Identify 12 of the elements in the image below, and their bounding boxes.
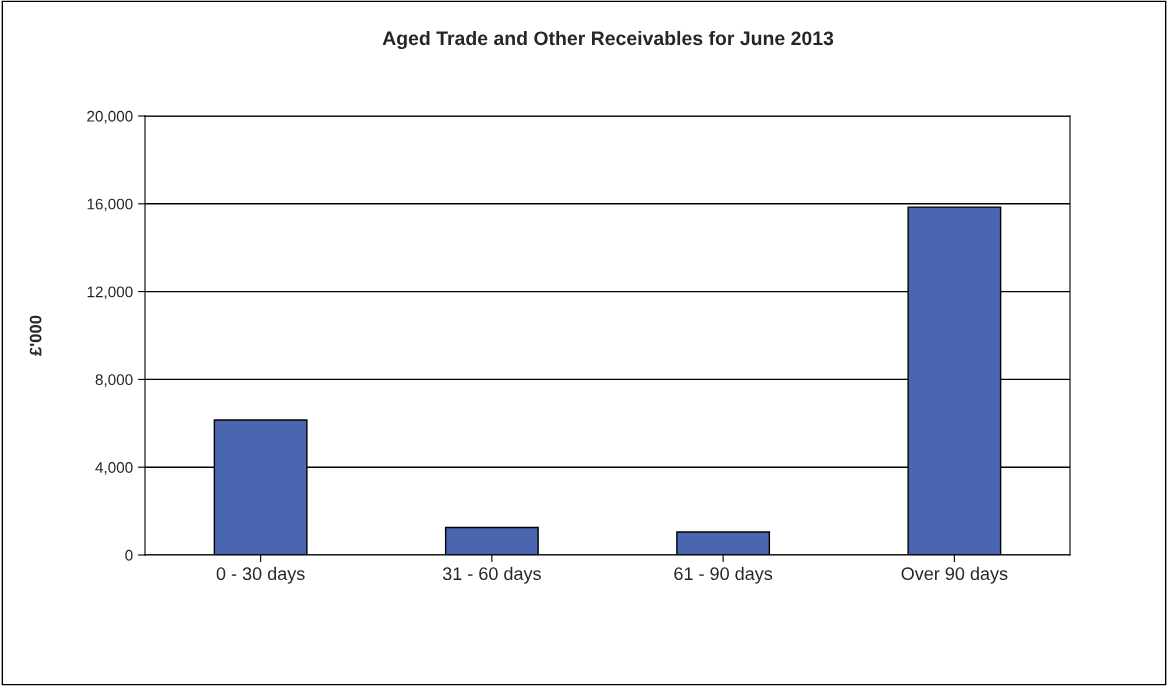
y-tick-label: 20,000	[87, 110, 133, 124]
y-axis-title: £'000	[29, 315, 42, 356]
y-tick-label: 4,000	[95, 462, 133, 475]
x-tick-label: 0 - 30 days	[216, 566, 305, 584]
y-tick-label: 8,000	[95, 374, 133, 387]
x-tick-label: 61 - 90 days	[674, 566, 773, 584]
y-tick-label: 0	[125, 549, 133, 561]
chart-title: Aged Trade and Other Receivables for June 2013	[382, 30, 834, 50]
y-tick-label: 16,000	[87, 198, 133, 212]
x-tick-label: 31 - 60 days	[442, 566, 541, 584]
x-tick-label: Over 90 days	[901, 566, 1008, 584]
y-tick-label: 12,000	[87, 286, 133, 300]
